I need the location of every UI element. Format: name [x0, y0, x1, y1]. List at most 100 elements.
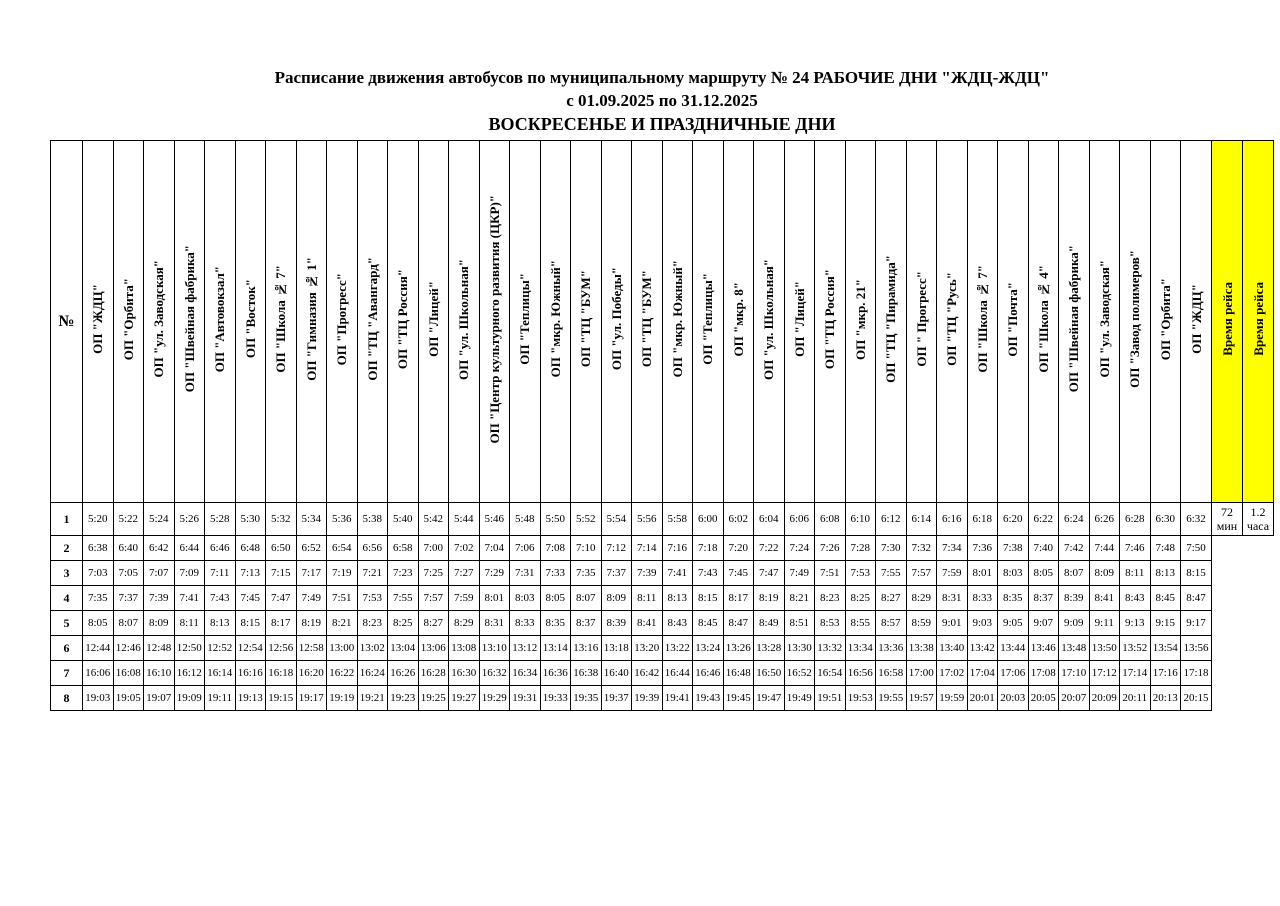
time-cell: 13:36 — [875, 635, 907, 661]
time-cell: 7:37 — [600, 560, 632, 586]
time-cell: 7:59 — [936, 560, 968, 586]
time-cell: 19:07 — [143, 685, 175, 711]
empty-cell — [1211, 635, 1243, 661]
stop-header-label: ОП "мкр. Южный" — [669, 260, 685, 378]
time-cell: 8:03 — [509, 585, 541, 611]
trip-time-header-label: Время рейса — [1250, 282, 1266, 356]
time-cell: 7:37 — [112, 585, 144, 611]
time-cell: 12:56 — [265, 635, 297, 661]
row-number: 7 — [50, 660, 83, 686]
time-cell: 7:17 — [295, 560, 327, 586]
time-cell: 7:09 — [173, 560, 205, 586]
stop-header: ОП "Завод полимеров" — [1119, 140, 1151, 503]
time-cell: 19:59 — [936, 685, 968, 711]
time-cell: 13:02 — [356, 635, 388, 661]
time-cell: 8:55 — [844, 610, 876, 636]
time-cell: 6:26 — [1088, 502, 1120, 536]
time-cell: 19:55 — [875, 685, 907, 711]
time-cell: 8:27 — [417, 610, 449, 636]
stop-header-label: ОП "Лицей" — [425, 281, 441, 357]
time-cell: 7:24 — [783, 535, 815, 561]
schedule-row: 2 6:38 6:40 6:42 6:44 6:46 6:48 6:50 6:52 6:54 6:5… — [50, 535, 1274, 561]
time-cell: 7:45 — [722, 560, 754, 586]
time-cell: 19:23 — [387, 685, 419, 711]
time-cell: 5:30 — [234, 502, 266, 536]
time-cell: 19:11 — [204, 685, 236, 711]
stop-header-label: ОП "Гимназия № 1" — [303, 257, 319, 381]
time-cell: 7:49 — [783, 560, 815, 586]
empty-cell — [1211, 585, 1243, 611]
time-cell: 8:35 — [997, 585, 1029, 611]
time-cell: 6:44 — [173, 535, 205, 561]
time-cell: 8:43 — [661, 610, 693, 636]
time-cell: 5:44 — [448, 502, 480, 536]
stop-header: ОП "Школа № 7" — [265, 140, 297, 503]
time-cell: 19:37 — [600, 685, 632, 711]
time-cell: 5:46 — [478, 502, 510, 536]
time-cell: 7:46 — [1119, 535, 1151, 561]
time-cell: 7:34 — [936, 535, 968, 561]
time-cell: 6:54 — [326, 535, 358, 561]
time-cell: 8:27 — [875, 585, 907, 611]
stop-header: ОП "ТЦ "Русь" — [936, 140, 968, 503]
empty-cell — [1242, 685, 1274, 711]
stop-header-label: ОП "Школа № 4" — [1035, 265, 1051, 373]
time-cell: 13:44 — [997, 635, 1029, 661]
time-cell: 16:18 — [265, 660, 297, 686]
stop-header: ОП "ЖДЦ" — [82, 140, 114, 503]
time-cell: 12:50 — [173, 635, 205, 661]
stop-header-label: ОП "ТЦ "Русь" — [944, 272, 960, 366]
stop-header: ОП "мкр. 8" — [722, 140, 754, 503]
time-cell: 5:52 — [570, 502, 602, 536]
time-cell: 5:32 — [265, 502, 297, 536]
time-cell: 9:05 — [997, 610, 1029, 636]
title-dates-line: с 01.09.2025 по 31.12.2025 — [566, 91, 758, 110]
time-cell: 13:18 — [600, 635, 632, 661]
schedule-body: 1 5:20 5:22 5:24 5:26 5:28 5:30 5:32 5:34 5:36 5:3… — [50, 502, 1274, 711]
time-cell: 6:42 — [143, 535, 175, 561]
time-cell: 8:13 — [204, 610, 236, 636]
time-cell: 8:33 — [509, 610, 541, 636]
time-cell: 7:12 — [600, 535, 632, 561]
time-cell: 7:57 — [417, 585, 449, 611]
empty-cell — [1242, 610, 1274, 636]
stop-header-label: ОП "Лицей" — [791, 281, 807, 357]
row-number: 8 — [50, 685, 83, 711]
stop-header-label: ОП " Прогресс" — [913, 271, 929, 367]
time-cell: 7:25 — [417, 560, 449, 586]
time-cell: 7:44 — [1088, 535, 1120, 561]
time-cell: 9:07 — [1027, 610, 1059, 636]
time-cell: 19:05 — [112, 685, 144, 711]
time-cell: 7:51 — [326, 585, 358, 611]
stop-header-label: ОП "Теплицы" — [517, 273, 533, 365]
time-cell: 6:20 — [997, 502, 1029, 536]
trip-time-value: 72 мин — [1211, 502, 1243, 536]
time-cell: 7:10 — [570, 535, 602, 561]
stop-header-label: ОП "ЖДЦ" — [1188, 284, 1204, 354]
time-cell: 13:10 — [478, 635, 510, 661]
time-cell: 7:08 — [539, 535, 571, 561]
time-cell: 8:11 — [173, 610, 205, 636]
stop-header: ОП "Швейная фабрика" — [1058, 140, 1090, 503]
time-cell: 16:52 — [783, 660, 815, 686]
time-cell: 8:11 — [631, 585, 663, 611]
time-cell: 7:29 — [478, 560, 510, 586]
time-cell: 7:15 — [265, 560, 297, 586]
time-cell: 13:08 — [448, 635, 480, 661]
time-cell: 7:39 — [631, 560, 663, 586]
stop-header: ОП "ул. Заводская" — [143, 140, 175, 503]
time-cell: 5:40 — [387, 502, 419, 536]
time-cell: 12:52 — [204, 635, 236, 661]
time-cell: 19:53 — [844, 685, 876, 711]
time-cell: 6:18 — [966, 502, 998, 536]
empty-cell — [1242, 635, 1274, 661]
stop-header: ОП "Лицей" — [417, 140, 449, 503]
time-cell: 13:00 — [326, 635, 358, 661]
time-cell: 8:29 — [448, 610, 480, 636]
schedule-row: 5 8:05 8:07 8:09 8:11 8:13 8:15 8:17 8:19 8:21 8:2… — [50, 610, 1274, 636]
stop-header: ОП "мкр. 21" — [844, 140, 876, 503]
empty-cell — [1211, 610, 1243, 636]
page-title: Расписание движения автобусов по муницип… — [50, 66, 1274, 136]
time-cell: 6:28 — [1119, 502, 1151, 536]
time-cell: 20:05 — [1027, 685, 1059, 711]
